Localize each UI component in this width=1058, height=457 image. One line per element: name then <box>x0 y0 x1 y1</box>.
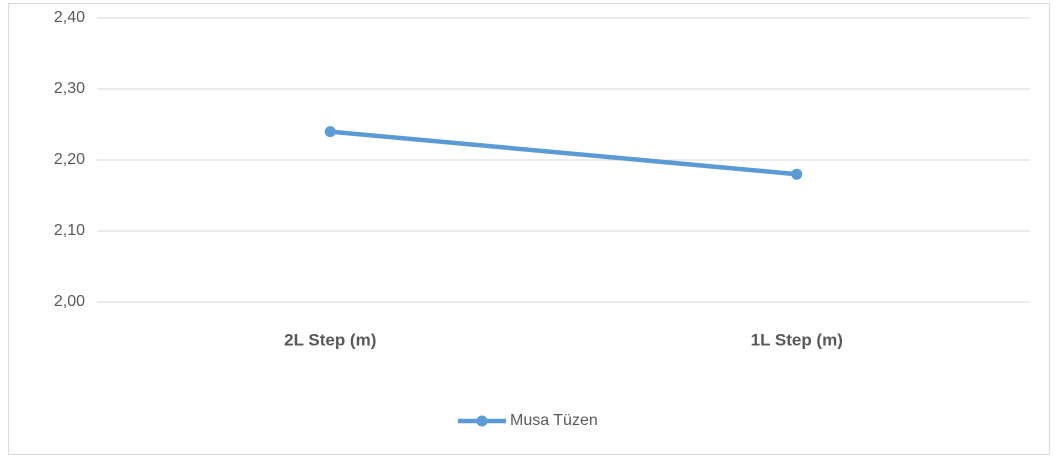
y-tick-label: 2,40 <box>54 9 85 26</box>
series-line <box>328 129 799 177</box>
legend-marker <box>476 415 488 427</box>
data-point <box>791 168 803 180</box>
x-tick-label: 1L Step (m) <box>751 330 843 349</box>
chart-border <box>8 3 1050 455</box>
x-tick-label: 2L Step (m) <box>284 330 376 349</box>
legend-label: Musa Tüzen <box>510 412 598 429</box>
y-tick-label: 2,10 <box>54 222 85 239</box>
y-tick-label: 2,20 <box>54 151 85 168</box>
y-tick-label: 2,00 <box>54 293 85 310</box>
y-tick-label: 2,30 <box>54 80 85 97</box>
data-point <box>324 126 336 138</box>
